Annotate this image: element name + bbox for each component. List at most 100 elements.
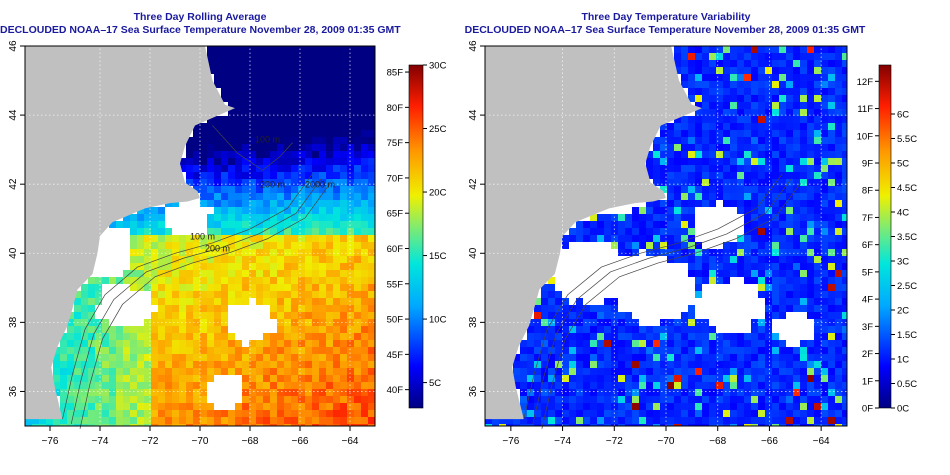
sst-pixel (81, 361, 88, 368)
sst-pixel (200, 277, 207, 284)
sst-pixel (326, 417, 333, 424)
sst-pixel (828, 249, 835, 256)
sst-pixel (520, 389, 527, 396)
sst-pixel (695, 249, 702, 256)
sst-pixel (228, 242, 235, 249)
sst-pixel (116, 424, 123, 426)
sst-pixel (779, 123, 786, 130)
sst-pixel (751, 382, 758, 389)
sst-pixel (277, 81, 284, 88)
sst-pixel (709, 81, 716, 88)
sst-pixel (527, 417, 534, 424)
sst-pixel (828, 326, 835, 333)
sst-pixel (214, 179, 221, 186)
sst-pixel (256, 116, 263, 123)
sst-pixel (723, 340, 730, 347)
sst-pixel (737, 256, 744, 263)
sst-pixel (137, 347, 144, 354)
sst-pixel (361, 368, 368, 375)
sst-pixel (807, 382, 814, 389)
sst-pixel (534, 410, 541, 417)
sst-pixel (737, 193, 744, 200)
sst-pixel (151, 424, 158, 426)
sst-pixel (326, 284, 333, 291)
sst-pixel (758, 284, 765, 291)
sst-pixel (793, 228, 800, 235)
sst-pixel (221, 137, 228, 144)
sst-pixel (758, 256, 765, 263)
sst-pixel (158, 375, 165, 382)
sst-pixel (828, 53, 835, 60)
sst-pixel (235, 277, 242, 284)
sst-pixel (758, 102, 765, 109)
sst-pixel (270, 144, 277, 151)
sst-pixel (221, 298, 228, 305)
sst-pixel (702, 46, 709, 53)
sst-pixel (562, 235, 569, 242)
sst-pixel (165, 200, 172, 207)
sst-pixel (534, 312, 541, 319)
sst-pixel (214, 200, 221, 207)
sst-pixel (144, 326, 151, 333)
sst-pixel (347, 172, 354, 179)
sst-pixel (326, 277, 333, 284)
sst-pixel (312, 123, 319, 130)
sst-pixel (249, 396, 256, 403)
sst-pixel (695, 200, 702, 207)
sst-pixel (95, 396, 102, 403)
sst-pixel (193, 249, 200, 256)
sst-field (485, 46, 847, 426)
sst-pixel (221, 123, 228, 130)
sst-pixel (548, 410, 555, 417)
sst-pixel (179, 340, 186, 347)
sst-pixel (702, 389, 709, 396)
sst-pixel (263, 130, 270, 137)
sst-pixel (249, 116, 256, 123)
sst-pixel (354, 221, 361, 228)
sst-pixel (772, 291, 779, 298)
sst-pixel (807, 207, 814, 214)
sst-pixel (541, 368, 548, 375)
sst-pixel (361, 312, 368, 319)
sst-pixel (347, 179, 354, 186)
sst-pixel (151, 291, 158, 298)
sst-pixel (144, 361, 151, 368)
sst-pixel (674, 158, 681, 165)
sst-pixel (130, 214, 137, 221)
sst-pixel (765, 207, 772, 214)
sst-pixel (772, 151, 779, 158)
sst-pixel (814, 305, 821, 312)
sst-pixel (758, 228, 765, 235)
sst-pixel (193, 151, 200, 158)
sst-pixel (597, 333, 604, 340)
sst-pixel (193, 396, 200, 403)
sst-pixel (751, 333, 758, 340)
sst-pixel (137, 417, 144, 424)
sst-pixel (249, 123, 256, 130)
sst-pixel (828, 361, 835, 368)
sst-pixel (842, 249, 847, 256)
sst-pixel (793, 291, 800, 298)
sst-pixel (354, 382, 361, 389)
sst-pixel (730, 109, 737, 116)
sst-pixel (800, 235, 807, 242)
sst-pixel (702, 179, 709, 186)
sst-pixel (576, 382, 583, 389)
sst-pixel (200, 368, 207, 375)
sst-pixel (270, 284, 277, 291)
sst-pixel (821, 382, 828, 389)
sst-pixel (193, 312, 200, 319)
sst-pixel (667, 368, 674, 375)
sst-pixel (639, 417, 646, 424)
sst-pixel (130, 326, 137, 333)
sst-pixel (298, 354, 305, 361)
sst-pixel (74, 305, 81, 312)
sst-pixel (632, 424, 639, 426)
sst-pixel (165, 354, 172, 361)
sst-pixel (730, 263, 737, 270)
sst-pixel (298, 368, 305, 375)
sst-pixel (172, 333, 179, 340)
sst-pixel (270, 389, 277, 396)
sst-pixel (513, 354, 520, 361)
sst-pixel (60, 382, 67, 389)
